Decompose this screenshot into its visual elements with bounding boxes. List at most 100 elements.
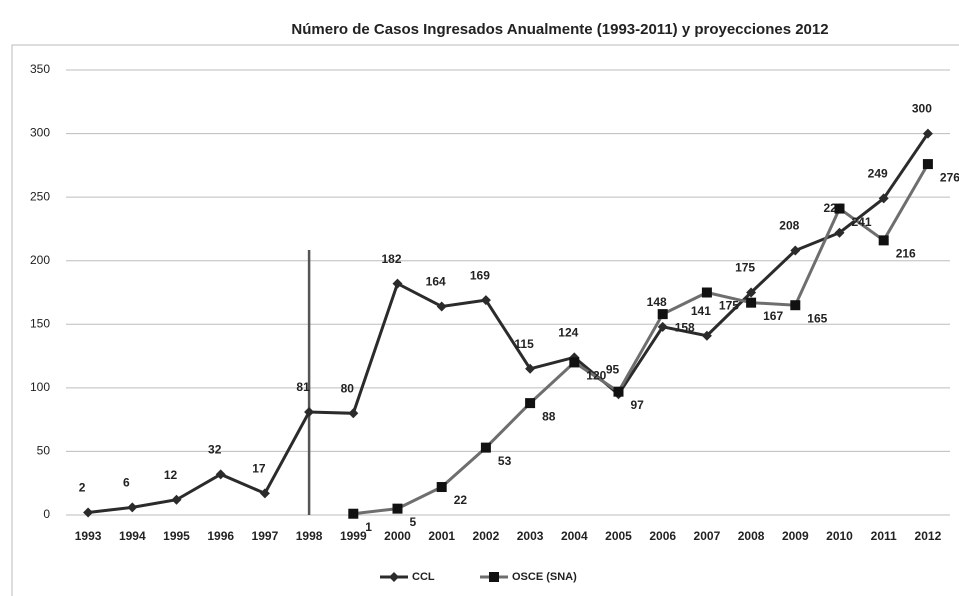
y-tick-label: 0 [43,507,50,521]
marker [127,502,138,513]
marker [392,278,403,289]
marker [790,245,801,256]
x-tick-label: 2007 [694,529,721,543]
data-label: 249 [868,167,888,181]
chart-frame [11,44,959,596]
marker [657,309,668,320]
marker [348,408,359,419]
data-label: 165 [807,311,827,325]
marker [83,507,94,518]
marker [525,398,536,409]
series-line [87,132,930,514]
marker [613,386,624,397]
marker [259,488,270,499]
series-line [353,163,930,516]
marker [878,193,889,204]
marker [525,363,536,374]
marker [480,442,491,453]
data-label: 158 [675,320,695,334]
data-label: 175 [735,261,755,275]
marker [834,227,845,238]
data-label: 164 [426,275,446,289]
marker [922,128,933,139]
data-label: 5 [410,515,417,529]
legend-label: CCL [412,571,435,583]
marker [790,300,801,311]
data-label: 1 [365,520,372,534]
data-label: 120 [586,369,606,383]
marker [389,572,399,582]
data-label: 216 [896,247,916,261]
data-label: 81 [296,380,310,394]
marker [436,482,447,493]
marker [392,503,403,514]
data-label: 6 [123,476,130,490]
marker [746,287,757,298]
marker [746,297,757,308]
data-label: 17 [252,462,266,476]
x-tick-label: 2008 [738,529,765,543]
marker [569,357,580,368]
x-tick-label: 2011 [871,529,897,543]
x-tick-label: 1994 [119,529,146,543]
data-label: 22 [454,493,468,507]
x-tick-label: 2003 [517,529,544,543]
data-label: 88 [542,409,556,423]
x-tick-label: 2012 [915,529,942,543]
y-tick-label: 350 [30,62,50,76]
y-tick-label: 250 [30,189,50,203]
x-tick-label: 2002 [473,529,500,543]
legend-label: OSCE (SNA) [512,571,577,583]
data-label: 141 [691,304,711,318]
x-tick-label: 1999 [340,529,367,543]
marker [480,295,491,306]
data-label: 175 [719,299,739,313]
data-label: 115 [514,337,534,351]
data-label: 12 [164,468,178,482]
x-tick-label: 1997 [252,529,279,543]
marker [215,469,226,480]
x-tick-label: 2000 [384,529,411,543]
data-label: 124 [558,326,578,340]
data-label: 80 [341,381,355,395]
data-label: 167 [763,309,783,323]
y-tick-label: 150 [30,316,50,330]
x-tick-label: 2005 [605,529,632,543]
marker [489,572,499,582]
x-tick-label: 2009 [782,529,809,543]
marker [922,159,933,170]
data-label: 53 [498,454,512,468]
data-label: 97 [631,398,645,412]
data-label: 241 [852,215,872,229]
data-label: 208 [779,219,799,233]
data-label: 32 [208,442,222,456]
data-label: 300 [912,102,932,116]
x-tick-label: 2010 [826,529,853,543]
marker [304,407,315,418]
x-tick-label: 1996 [207,529,234,543]
data-label: 276 [940,170,959,184]
marker [348,508,359,519]
x-tick-label: 1998 [296,529,323,543]
data-label: 95 [606,362,620,376]
x-tick-label: 2001 [428,529,455,543]
data-label: 148 [647,295,667,309]
marker [657,321,668,332]
marker [701,330,712,341]
y-tick-label: 100 [30,380,50,394]
marker [436,301,447,312]
marker [834,203,845,214]
y-tick-label: 200 [30,253,50,267]
data-label: 182 [381,252,401,266]
x-tick-label: 2004 [561,529,588,543]
x-tick-label: 1995 [163,529,190,543]
y-tick-label: 300 [30,126,50,140]
marker [171,494,182,505]
data-label: 169 [470,268,490,282]
x-tick-label: 2006 [649,529,676,543]
marker [878,235,889,246]
x-tick-label: 1993 [75,529,102,543]
y-tick-label: 50 [37,444,51,458]
data-label: 2 [79,481,86,495]
